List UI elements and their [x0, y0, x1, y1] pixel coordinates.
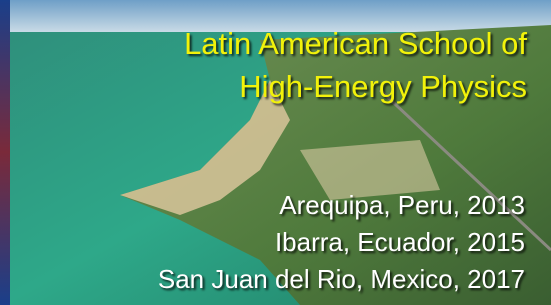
title-line: High-Energy Physics [239, 69, 527, 104]
page: Latin American School of High-Energy Phy… [0, 0, 551, 305]
title-line: Latin American School of [184, 26, 527, 61]
left-edge [0, 0, 10, 305]
school: San Juan del Rio, Mexico, 2017 [158, 264, 525, 294]
slide: Latin American School of High-Energy Phy… [0, 0, 551, 305]
school: Ibarra, Ecuador, 2015 [275, 227, 525, 257]
school: Arequipa, Peru, 2013 [279, 190, 525, 220]
